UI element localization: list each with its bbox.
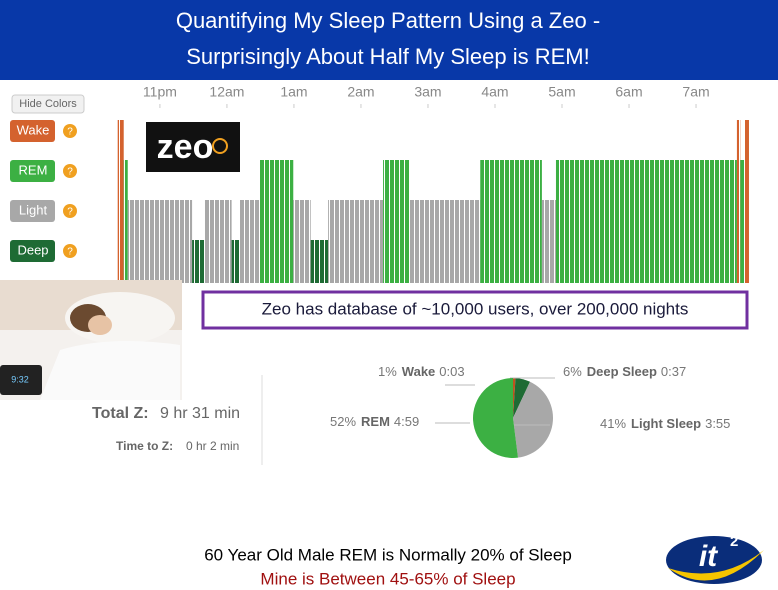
help-icon	[63, 204, 77, 218]
x-tick-label: 12am	[209, 84, 244, 100]
legend-swatch	[10, 200, 55, 222]
pie-duration: 0:37	[661, 364, 686, 379]
pie-category: REM	[361, 414, 390, 429]
help-icon-glyph: ?	[67, 247, 73, 258]
zeo-logo-box	[146, 122, 240, 172]
total-value: 9 hr 31 min	[160, 405, 240, 422]
help-icon	[63, 124, 77, 138]
pie-label: 1% Wake 0:03	[378, 364, 465, 379]
help-icon	[63, 164, 77, 178]
pie-duration: 0:03	[439, 364, 464, 379]
pie-slice	[513, 381, 553, 458]
help-icon-glyph: ?	[67, 207, 73, 218]
hide-colors-label: Hide Colors	[19, 98, 77, 110]
note-text: Zeo has database of ~10,000 users, over …	[262, 299, 689, 318]
legend-swatch	[10, 240, 55, 262]
pie-slice	[513, 378, 516, 418]
pie-chart: 1% Wake 0:03 6% Deep Sleep 0:37 41% Light Sleep…	[330, 364, 730, 458]
pie-duration: 4:59	[394, 414, 419, 429]
title-line: Quantifying My Sleep Pattern Using a Zeo…	[176, 8, 600, 33]
pie-category: Wake	[402, 364, 435, 379]
svg-text:9:32: 9:32	[11, 374, 29, 384]
pie-category: Deep Sleep	[587, 364, 657, 379]
help-icon-glyph: ?	[67, 167, 73, 178]
footer-line: Mine is Between 45-65% of Sleep	[260, 569, 515, 588]
help-icon	[63, 244, 77, 258]
note-box	[201, 290, 749, 330]
x-tick-label: 7am	[682, 84, 709, 100]
x-tick-label: 6am	[615, 84, 642, 100]
legend-label: Deep	[17, 242, 48, 257]
legend-swatch	[10, 160, 55, 182]
help-icon-glyph: ?	[67, 127, 73, 138]
x-tick-label: 1am	[280, 84, 307, 100]
hide-colors-button[interactable]	[11, 94, 85, 114]
pie-percent: 41%	[600, 416, 626, 431]
total-label: Total Z:	[92, 405, 149, 422]
pie-label: 6% Deep Sleep 0:37	[563, 364, 686, 379]
it2-logo: it 2	[666, 533, 764, 584]
legend-label: Light	[19, 202, 48, 217]
it2-main: it	[699, 540, 719, 573]
zeo-logo: zeo	[157, 128, 214, 166]
pie-slice	[513, 378, 531, 418]
photo: 9:32	[0, 280, 182, 400]
pie-duration: 3:55	[705, 416, 730, 431]
pie-category: Light Sleep	[631, 416, 701, 431]
pie-slice	[473, 378, 519, 458]
x-tick-label: 5am	[548, 84, 575, 100]
pie-label: 52% REM 4:59	[330, 414, 419, 429]
pie-percent: 52%	[330, 414, 356, 429]
time-value: 0 hr 2 min	[186, 439, 239, 453]
pie-percent: 1%	[378, 364, 397, 379]
legend-label: REM	[19, 162, 48, 177]
legend-swatch	[10, 120, 55, 142]
x-tick-label: 3am	[414, 84, 441, 100]
pie-percent: 6%	[563, 364, 582, 379]
x-tick-label: 4am	[481, 84, 508, 100]
x-tick-label: 2am	[347, 84, 374, 100]
it2-sup: 2	[730, 533, 738, 550]
title-line: Surprisingly About Half My Sleep is REM!	[186, 44, 590, 69]
pie-label: 41% Light Sleep 3:55	[600, 416, 730, 431]
legend-label: Wake	[17, 122, 50, 137]
zeo-logo-sun	[212, 138, 228, 154]
x-tick-label: 11pm	[143, 84, 177, 100]
time-label: Time to Z:	[116, 439, 173, 453]
footer-line: 60 Year Old Male REM is Normally 20% of …	[204, 545, 572, 564]
title-band	[0, 0, 778, 80]
